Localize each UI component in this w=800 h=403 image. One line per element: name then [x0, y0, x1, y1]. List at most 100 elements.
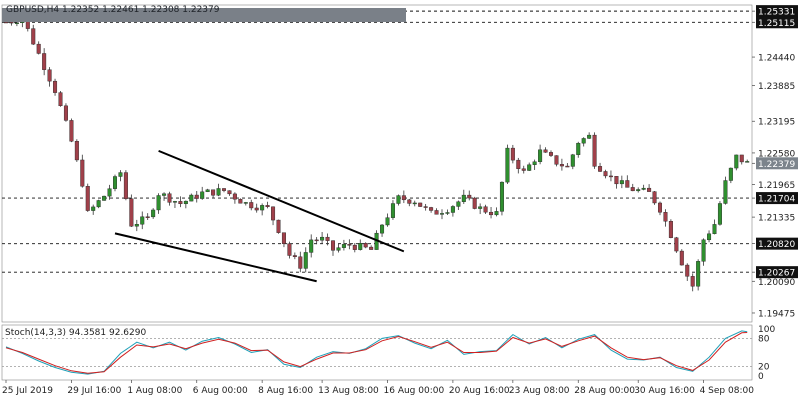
candle-bull: [385, 217, 390, 226]
time-label: 20 Aug 16:00: [449, 386, 510, 396]
candle-bull: [189, 194, 194, 202]
time-label: 25 Jul 2019: [2, 386, 53, 396]
candle-bear: [3, 21, 8, 24]
candle-bull: [156, 195, 161, 211]
price-label: 1.20090: [758, 278, 795, 288]
stochastic-axis-label: 100: [758, 325, 775, 335]
candle-bull: [134, 224, 139, 227]
candle-bull: [205, 189, 210, 193]
candle-bear: [668, 221, 673, 238]
candle-bear: [331, 240, 336, 251]
candle-bull: [570, 154, 575, 167]
candlesticks: [3, 17, 750, 292]
candle-bear: [145, 216, 150, 218]
candle-bull: [200, 191, 205, 199]
candle-bear: [510, 147, 515, 161]
trendline-upper[interactable]: [158, 149, 405, 253]
candle-bull: [619, 180, 624, 185]
candle-bull: [745, 161, 750, 163]
candle-bear: [211, 189, 216, 196]
candle-bear: [608, 175, 613, 178]
candle-bear: [549, 152, 554, 156]
price-label: 1.21965: [758, 181, 795, 191]
candle-bear: [369, 246, 374, 250]
level-price-badge: [756, 266, 798, 279]
candle-bull: [538, 149, 543, 162]
candle-bear: [276, 219, 281, 233]
candle-bull: [587, 134, 592, 139]
candle-bear: [47, 69, 52, 82]
candle-bear: [423, 206, 428, 208]
candle-bear: [347, 244, 352, 246]
candle-bear: [434, 210, 439, 215]
candle-bull: [118, 172, 123, 177]
candle-bear: [9, 21, 14, 24]
candle-bull: [358, 243, 363, 250]
candle-bull: [151, 209, 156, 218]
candle-bull: [183, 200, 188, 205]
candle-bear: [265, 205, 270, 208]
candle-bear: [663, 212, 668, 222]
candle-bear: [287, 243, 292, 256]
price-label: 1.22580: [758, 149, 795, 159]
candle-bull: [445, 212, 450, 214]
candle-bear: [167, 193, 172, 203]
candle-bull: [734, 154, 739, 169]
price-label: 1.25331: [758, 8, 795, 18]
candle-bear: [58, 92, 63, 107]
candle-bear: [679, 250, 684, 266]
candle-bull: [717, 203, 722, 225]
candle-bull: [309, 239, 314, 253]
candle-bear: [674, 237, 679, 252]
candle-bull: [707, 233, 712, 241]
candle-bear: [221, 188, 226, 191]
price-label: 1.21335: [758, 214, 795, 224]
candle-bear: [69, 120, 74, 142]
candle-bull: [576, 142, 581, 155]
candle-bear: [565, 165, 570, 168]
candle-bear: [418, 202, 423, 207]
candle-bear: [543, 149, 548, 153]
candle-bull: [723, 180, 728, 204]
candle-bear: [85, 186, 90, 211]
candle-bull: [107, 188, 112, 197]
time-label: 13 Aug 08:00: [318, 386, 379, 396]
candle-bear: [614, 176, 619, 185]
candle-bear: [625, 180, 630, 188]
candle-bear: [271, 206, 276, 221]
price-label: 1.22379: [758, 160, 795, 170]
candle-bull: [14, 22, 19, 24]
price-label: 1.21704: [758, 195, 795, 205]
candle-bear: [42, 53, 47, 70]
candle-bear: [554, 155, 559, 165]
level-price-badge: [756, 16, 798, 29]
candle-bull: [172, 201, 177, 203]
candle-bull: [636, 189, 641, 192]
time-label: 8 Aug 16:00: [258, 386, 313, 396]
candle-bull: [162, 193, 167, 196]
candle-bull: [396, 195, 401, 204]
stochastic-axis-label: 0: [758, 372, 764, 382]
candle-bull: [243, 202, 248, 204]
candle-bear: [407, 199, 412, 204]
candle-bear: [232, 193, 237, 200]
candle-bear: [630, 187, 635, 192]
candle-bull: [91, 206, 96, 211]
candle-bull: [532, 161, 537, 165]
candle-bear: [281, 232, 286, 244]
trendlines[interactable]: [114, 149, 405, 283]
candle-bear: [74, 141, 79, 161]
candle-bull: [216, 188, 221, 196]
time-label: 1 Aug 08:00: [127, 386, 182, 396]
trendline-lower[interactable]: [114, 232, 317, 283]
candle-bear: [194, 194, 199, 199]
main-panel-frame: [1, 4, 753, 323]
candle-bear: [516, 159, 521, 169]
level-price-badge: [756, 192, 798, 205]
candle-bear: [401, 195, 406, 201]
candle-bull: [581, 138, 586, 144]
candle-bull: [341, 244, 346, 248]
